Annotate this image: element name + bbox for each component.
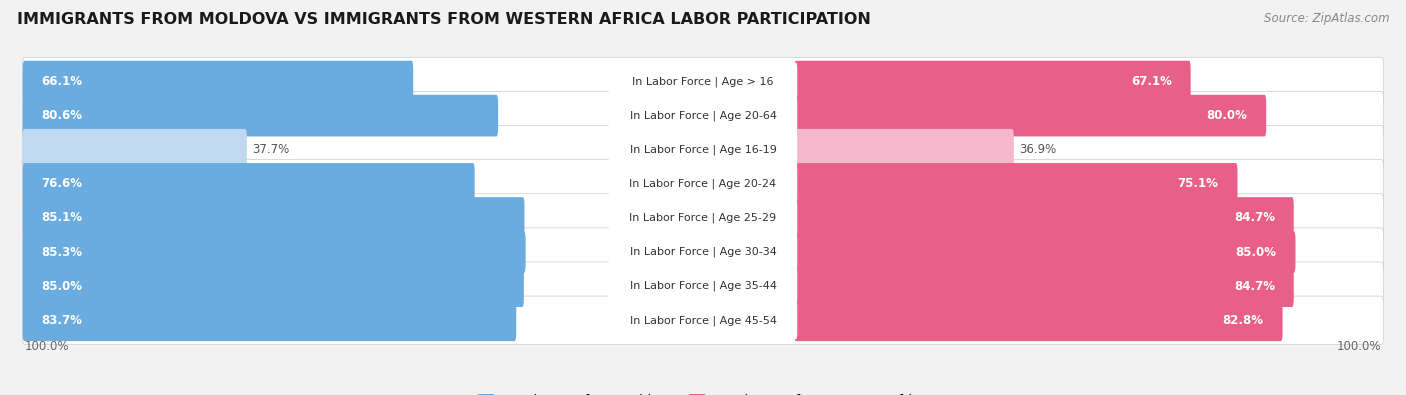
Text: 66.1%: 66.1% xyxy=(42,75,83,88)
FancyBboxPatch shape xyxy=(609,165,797,203)
FancyBboxPatch shape xyxy=(609,199,797,237)
FancyBboxPatch shape xyxy=(794,299,1282,341)
FancyBboxPatch shape xyxy=(22,91,1384,140)
Text: In Labor Force | Age 35-44: In Labor Force | Age 35-44 xyxy=(630,281,776,292)
Text: 84.7%: 84.7% xyxy=(1234,280,1275,293)
FancyBboxPatch shape xyxy=(794,61,1191,102)
FancyBboxPatch shape xyxy=(22,299,516,341)
FancyBboxPatch shape xyxy=(22,95,498,136)
FancyBboxPatch shape xyxy=(609,267,797,305)
Text: In Labor Force | Age 30-34: In Labor Force | Age 30-34 xyxy=(630,247,776,257)
FancyBboxPatch shape xyxy=(794,197,1294,239)
FancyBboxPatch shape xyxy=(22,129,247,171)
FancyBboxPatch shape xyxy=(609,97,797,134)
Text: 85.0%: 85.0% xyxy=(1236,246,1277,259)
FancyBboxPatch shape xyxy=(609,233,797,271)
Text: 100.0%: 100.0% xyxy=(1337,340,1382,354)
Legend: Immigrants from Moldova, Immigrants from Western Africa: Immigrants from Moldova, Immigrants from… xyxy=(478,394,928,395)
Text: In Labor Force | Age 25-29: In Labor Force | Age 25-29 xyxy=(630,213,776,223)
FancyBboxPatch shape xyxy=(22,163,475,205)
Text: 75.1%: 75.1% xyxy=(1178,177,1219,190)
Text: 37.7%: 37.7% xyxy=(252,143,290,156)
FancyBboxPatch shape xyxy=(22,231,526,273)
FancyBboxPatch shape xyxy=(794,265,1294,307)
FancyBboxPatch shape xyxy=(22,126,1384,174)
FancyBboxPatch shape xyxy=(22,262,1384,310)
Text: In Labor Force | Age 20-64: In Labor Force | Age 20-64 xyxy=(630,110,776,121)
Text: 84.7%: 84.7% xyxy=(1234,211,1275,224)
FancyBboxPatch shape xyxy=(22,61,413,102)
Text: 76.6%: 76.6% xyxy=(42,177,83,190)
Text: 67.1%: 67.1% xyxy=(1130,75,1171,88)
Text: Source: ZipAtlas.com: Source: ZipAtlas.com xyxy=(1264,12,1389,25)
FancyBboxPatch shape xyxy=(22,228,1384,276)
Text: In Labor Force | Age > 16: In Labor Force | Age > 16 xyxy=(633,76,773,87)
FancyBboxPatch shape xyxy=(794,163,1237,205)
Text: 100.0%: 100.0% xyxy=(24,340,69,354)
FancyBboxPatch shape xyxy=(22,57,1384,106)
FancyBboxPatch shape xyxy=(22,160,1384,208)
FancyBboxPatch shape xyxy=(794,231,1295,273)
FancyBboxPatch shape xyxy=(22,197,524,239)
FancyBboxPatch shape xyxy=(22,194,1384,242)
Text: 85.1%: 85.1% xyxy=(42,211,83,224)
FancyBboxPatch shape xyxy=(794,95,1267,136)
Text: In Labor Force | Age 20-24: In Labor Force | Age 20-24 xyxy=(630,179,776,189)
Text: 85.0%: 85.0% xyxy=(42,280,83,293)
Text: In Labor Force | Age 16-19: In Labor Force | Age 16-19 xyxy=(630,145,776,155)
Text: IMMIGRANTS FROM MOLDOVA VS IMMIGRANTS FROM WESTERN AFRICA LABOR PARTICIPATION: IMMIGRANTS FROM MOLDOVA VS IMMIGRANTS FR… xyxy=(17,12,870,27)
FancyBboxPatch shape xyxy=(609,63,797,100)
FancyBboxPatch shape xyxy=(22,296,1384,344)
FancyBboxPatch shape xyxy=(609,131,797,169)
Text: 83.7%: 83.7% xyxy=(42,314,83,327)
Text: 80.6%: 80.6% xyxy=(42,109,83,122)
FancyBboxPatch shape xyxy=(22,265,524,307)
Text: 85.3%: 85.3% xyxy=(42,246,83,259)
Text: In Labor Force | Age 45-54: In Labor Force | Age 45-54 xyxy=(630,315,776,325)
Text: 82.8%: 82.8% xyxy=(1223,314,1264,327)
FancyBboxPatch shape xyxy=(794,129,1014,171)
Text: 36.9%: 36.9% xyxy=(1019,143,1056,156)
Text: 80.0%: 80.0% xyxy=(1206,109,1247,122)
FancyBboxPatch shape xyxy=(609,301,797,339)
